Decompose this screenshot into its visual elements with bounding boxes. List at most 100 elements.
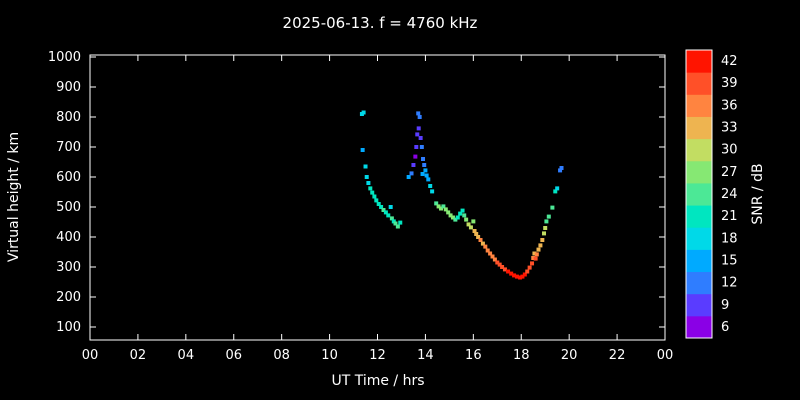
axis-ticks: 00 02 04 06 08 10 12 14 16 18 20 22 0010020030040050…	[48, 50, 673, 363]
y-tick-label: 700	[56, 140, 81, 155]
data-point	[512, 273, 517, 278]
colorbar-tick-label: 42	[721, 54, 738, 69]
data-point	[379, 205, 384, 209]
data-point	[458, 211, 463, 216]
data-point	[421, 157, 426, 161]
data-point	[478, 238, 483, 242]
data-point	[438, 206, 443, 211]
colorbar-tick-label: 39	[721, 76, 738, 91]
x-tick-label: 02	[130, 348, 147, 363]
data-point	[381, 208, 386, 212]
colorbar-segment	[686, 116, 712, 140]
data-point	[531, 256, 536, 260]
data-point	[422, 163, 427, 167]
data-point	[466, 222, 471, 227]
data-point	[500, 265, 505, 269]
data-point	[366, 181, 371, 185]
colorbar: 6 9 12 15 18 21 24 27 30 33 36 39 42	[685, 49, 738, 339]
x-tick-label: 00	[657, 348, 674, 363]
data-point	[522, 272, 527, 277]
data-point	[558, 168, 563, 173]
data-point	[415, 132, 420, 137]
data-point	[490, 254, 495, 259]
data-point	[530, 261, 535, 266]
colorbar-tick-label: 12	[721, 276, 738, 291]
data-point	[480, 241, 485, 246]
colorbar-segment	[686, 160, 712, 184]
colorbar-segment	[686, 138, 712, 162]
data-point	[471, 219, 476, 224]
data-point	[450, 215, 455, 220]
data-point	[476, 235, 481, 239]
y-tick-label: 900	[56, 80, 81, 95]
colorbar-segment	[686, 94, 712, 117]
data-point	[453, 217, 458, 222]
data-point	[406, 175, 411, 179]
x-tick-label: 16	[465, 348, 482, 363]
data-point	[532, 251, 537, 256]
y-tick-label: 500	[56, 200, 81, 215]
colorbar-segment	[686, 182, 712, 206]
data-point	[492, 257, 497, 262]
data-point	[485, 248, 490, 253]
data-point	[368, 186, 373, 191]
scatter-points	[359, 110, 564, 280]
data-point	[428, 184, 433, 188]
data-point	[372, 194, 377, 199]
data-point	[413, 154, 418, 159]
data-point	[474, 232, 479, 236]
data-point	[446, 210, 451, 215]
y-tick-label: 200	[56, 290, 81, 305]
plot-frame	[89, 54, 666, 341]
y-tick-label: 400	[56, 230, 81, 245]
data-point	[426, 177, 431, 182]
colorbar-axis-label: SNR / dB	[750, 163, 766, 224]
x-tick-label: 14	[417, 348, 434, 363]
data-point	[424, 173, 429, 178]
x-tick-label: 12	[369, 348, 386, 363]
data-point	[423, 168, 428, 173]
data-point	[414, 145, 419, 149]
colorbar-tick-label: 15	[721, 253, 738, 268]
data-point	[542, 231, 547, 236]
data-point	[460, 208, 465, 213]
x-tick-label: 18	[513, 348, 530, 363]
data-point	[468, 225, 473, 230]
data-point	[525, 269, 530, 274]
data-point	[514, 274, 519, 279]
data-point	[418, 136, 423, 140]
data-point	[509, 271, 514, 276]
colorbar-segment	[686, 249, 712, 273]
colorbar-frame	[685, 49, 713, 339]
data-point	[416, 126, 421, 131]
data-point	[441, 204, 446, 209]
colorbar-tick-label: 9	[721, 298, 729, 313]
data-point	[391, 219, 396, 224]
data-point	[538, 243, 543, 248]
data-point	[506, 269, 511, 274]
data-point	[533, 256, 538, 261]
colorbar-segment	[686, 293, 712, 317]
data-point	[417, 115, 422, 119]
data-point	[540, 238, 545, 242]
colorbar-tick-label: 18	[721, 231, 738, 246]
colorbar-tick-label: 21	[721, 209, 738, 224]
data-point	[393, 221, 398, 226]
x-tick-label: 00	[82, 348, 99, 363]
colorbar-segment	[686, 271, 712, 295]
data-point	[520, 274, 525, 279]
data-point	[483, 244, 488, 249]
y-tick-label: 300	[56, 260, 81, 275]
data-point	[555, 186, 560, 191]
data-point	[534, 252, 539, 257]
data-point	[559, 166, 564, 170]
data-point	[419, 145, 424, 149]
data-point	[386, 213, 391, 218]
data-point	[544, 219, 549, 224]
data-point	[360, 148, 365, 152]
y-tick-label: 1000	[48, 50, 81, 65]
x-tick-label: 04	[178, 348, 195, 363]
data-point	[488, 251, 493, 256]
data-point	[495, 260, 500, 265]
